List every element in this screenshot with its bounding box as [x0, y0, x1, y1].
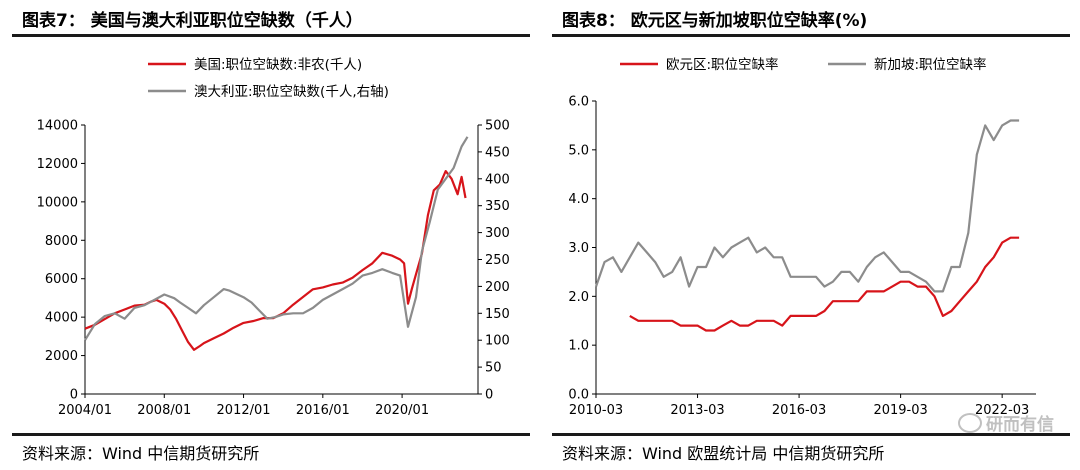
x-tick-label: 2012/01	[217, 403, 271, 418]
y2-tick-label: 500	[485, 119, 510, 134]
y-tick-label: 0.0	[568, 388, 589, 403]
y2-tick-label: 450	[485, 145, 510, 160]
source-rule	[12, 433, 530, 436]
y-tick-label: 3.0	[568, 241, 589, 256]
y-tick-label: 6000	[45, 272, 78, 287]
chart-panel-eurozone-singapore: 图表8： 欧元区与新加坡职位空缺率(%) 0.0 1.0 2.0 3.0 4.0 5.0 6…	[540, 0, 1080, 470]
chart-title: 图表8： 欧元区与新加坡职位空缺率(%)	[562, 11, 868, 31]
legend-label: 欧元区:职位空缺率	[666, 56, 779, 73]
x-tick-label: 2019-03	[873, 403, 927, 418]
y2-tick-label: 150	[485, 307, 510, 322]
x-tick-label: 2010-03	[569, 403, 623, 418]
watermark: 研而有信	[958, 410, 1054, 435]
series-line	[84, 136, 469, 341]
chart-panel-us-australia: 图表7： 美国与澳大利亚职位空缺数（千人） 0 2000 4000 6000 8000 1…	[12, 11, 530, 463]
chart-eurozone-singapore-vacancy-rate: 0.0 1.0 2.0 3.0 4.0 5.0 6.0 2010-03 2013-03 2016-…	[568, 56, 1036, 418]
x-tick-label: 2016/01	[296, 403, 350, 418]
y2-tick-label: 350	[485, 199, 510, 214]
chart-us-australia-vacancies: 0 2000 4000 6000 8000 10000 12000 14000 0 50 100 15…	[37, 57, 510, 418]
series-line	[629, 236, 1020, 332]
wechat-icon	[958, 413, 982, 433]
y2-tick-label: 100	[485, 334, 510, 349]
y-tick-label: 14000	[37, 119, 78, 134]
y-tick-label: 4000	[45, 311, 78, 326]
x-tick-label: 2020/01	[375, 403, 429, 418]
y-tick-label: 2.0	[568, 290, 589, 305]
y2-tick-label: 50	[485, 361, 502, 376]
chart-title: 图表7： 美国与澳大利亚职位空缺数（千人）	[22, 11, 363, 31]
legend-label: 澳大利亚:职位空缺数(千人,右轴)	[194, 84, 389, 100]
series-line	[594, 119, 1020, 293]
watermark-text: 研而有信	[986, 415, 1054, 435]
y-tick-label: 6.0	[568, 95, 589, 110]
source-note: 资料来源：Wind 中信期货研究所	[22, 444, 260, 463]
x-tick-label: 2013-03	[670, 403, 724, 418]
y2-tick-label: 200	[485, 280, 510, 295]
x-tick-label: 2004/01	[58, 403, 112, 418]
title-rule	[552, 34, 1070, 37]
y-tick-label: 10000	[37, 195, 78, 210]
x-tick-label: 2008/01	[137, 403, 191, 418]
y-tick-label: 4.0	[568, 192, 589, 207]
y2-tick-label: 400	[485, 172, 510, 187]
y2-tick-label: 300	[485, 226, 510, 241]
x-tick-label: 2022-03	[975, 403, 1029, 418]
source-note: 资料来源：Wind 欧盟统计局 中信期货研究所	[562, 444, 885, 463]
y-tick-label: 12000	[37, 157, 78, 172]
y-tick-label: 8000	[45, 234, 78, 249]
title-rule	[12, 34, 530, 37]
y2-tick-label: 0	[485, 388, 493, 403]
y2-tick-label: 250	[485, 253, 510, 268]
y-tick-label: 5.0	[568, 143, 589, 158]
y-tick-label: 2000	[45, 349, 78, 364]
y-tick-label: 1.0	[568, 339, 589, 354]
legend-label: 新加坡:职位空缺率	[874, 56, 987, 73]
legend-label: 美国:职位空缺数:非农(千人)	[194, 57, 362, 73]
y-tick-label: 0	[70, 388, 78, 403]
x-tick-label: 2016-03	[772, 403, 826, 418]
source-rule	[552, 433, 1070, 436]
